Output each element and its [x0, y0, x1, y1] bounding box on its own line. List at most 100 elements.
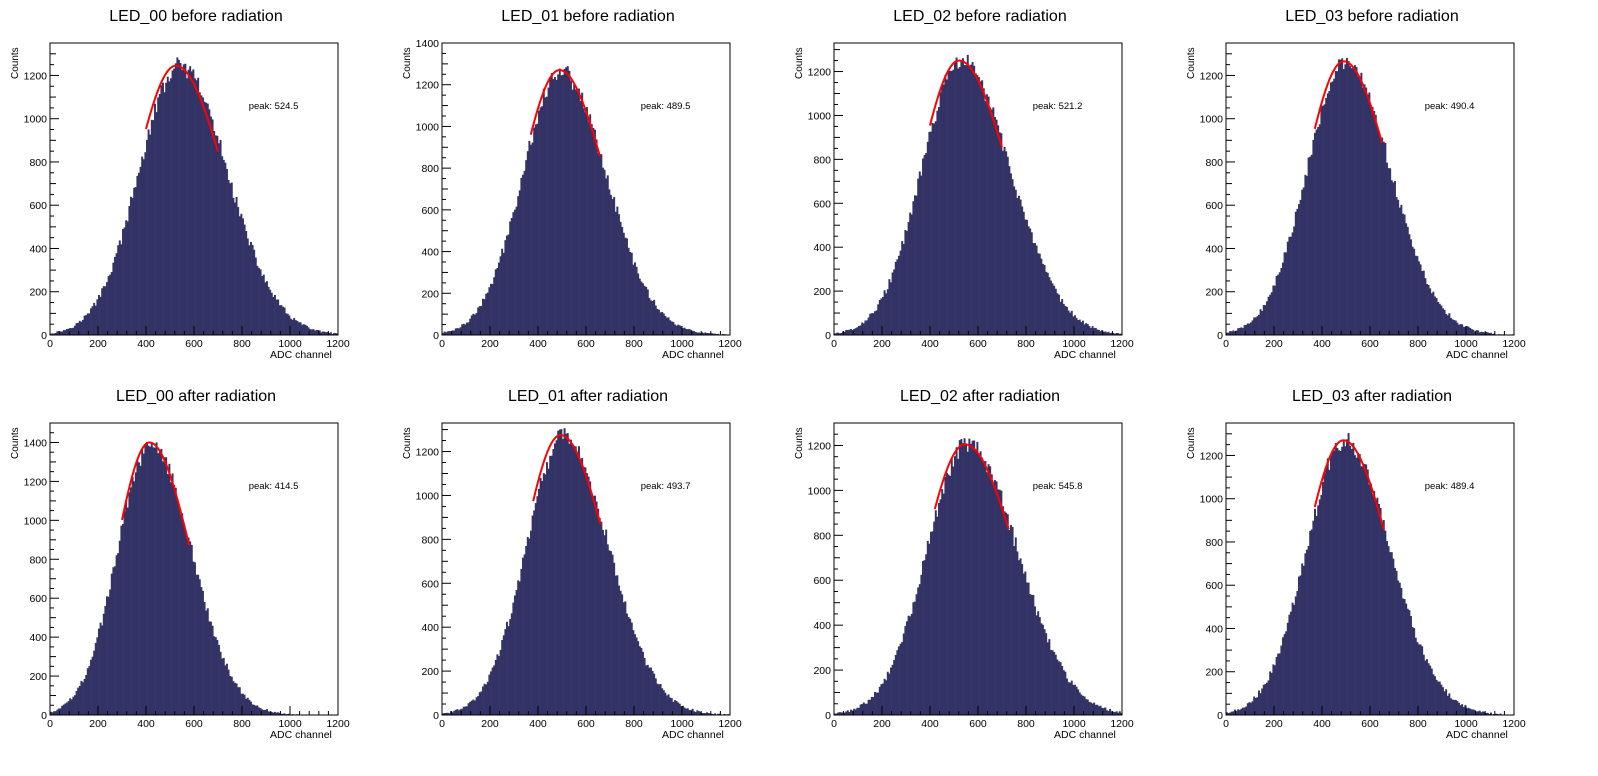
histogram-bar: [200, 95, 203, 335]
y-tick-label: 1200: [416, 80, 440, 92]
histogram-bar: [450, 711, 452, 715]
histogram-bar: [637, 273, 640, 335]
histogram-bar: [1398, 582, 1401, 715]
histogram-bar: [706, 332, 708, 335]
y-tick-label: 800: [421, 534, 439, 546]
histogram-bar: [1339, 451, 1342, 715]
histogram-bar: [896, 259, 899, 335]
histogram-bar: [677, 324, 680, 335]
histogram-bar: [1069, 312, 1072, 335]
histogram-bar: [1379, 507, 1382, 715]
panel-led01-before: LED_01 before radiation 0 200 400 600 800 100…: [392, 0, 784, 380]
histogram-bar: [1064, 306, 1067, 335]
histogram-bar: [483, 299, 486, 335]
histogram-bar: [1027, 582, 1030, 715]
histogram-bar: [613, 196, 616, 335]
histogram-bar: [227, 179, 230, 335]
x-tick-label: 200: [1265, 338, 1283, 350]
histogram-bar: [256, 705, 259, 715]
histogram-bar: [54, 711, 57, 715]
histogram-bar: [701, 332, 704, 335]
histogram-bar: [1118, 333, 1121, 335]
histogram-bar: [699, 711, 702, 715]
histogram-bar: [706, 712, 708, 715]
histogram-bar: [654, 678, 657, 715]
histogram-bar: [1006, 514, 1009, 715]
histogram-bar: [206, 608, 209, 715]
histogram-bar: [686, 329, 689, 335]
histogram-bar: [712, 333, 715, 335]
histogram-bar: [1475, 711, 1478, 715]
histogram-bar: [165, 82, 168, 335]
histogram-bar: [1355, 67, 1358, 335]
histogram-bar: [936, 110, 939, 335]
histogram-bar: [275, 299, 278, 335]
histogram-bar: [982, 88, 985, 336]
histogram-bar: [1270, 672, 1273, 715]
histogram-bar: [1115, 711, 1118, 715]
histogram-bar: [1109, 333, 1112, 335]
histogram-bar: [253, 249, 256, 335]
histogram-bar: [693, 711, 696, 715]
histogram-bar: [120, 244, 123, 335]
histogram-bar: [602, 529, 604, 715]
x-tick-label: 200: [873, 718, 891, 730]
histogram-bar: [216, 135, 219, 335]
histogram-bar: [1419, 264, 1422, 335]
histogram-bar: [966, 54, 969, 335]
histogram-bar: [587, 121, 590, 335]
histogram-bar: [1229, 712, 1232, 715]
histogram-bar: [856, 707, 859, 715]
histogram-bar: [1064, 671, 1067, 715]
histogram-bar: [448, 331, 451, 335]
panel-led00-after: LED_00 after radiation 0 200 400 600 800 1000…: [0, 380, 392, 760]
histogram-bar: [78, 320, 81, 335]
histogram-bar: [1459, 324, 1462, 335]
y-tick-label: 1000: [24, 114, 48, 126]
histogram-bar: [688, 328, 691, 335]
histogram-bar: [235, 196, 238, 335]
histogram-bar: [594, 495, 596, 715]
histogram-bar: [85, 315, 88, 335]
histogram-bar: [923, 155, 926, 335]
histogram-bar: [262, 274, 265, 335]
histogram-bar: [1286, 241, 1289, 335]
histogram-bar: [1034, 606, 1036, 715]
histogram-bar: [1266, 301, 1268, 335]
x-tick-label: 0: [831, 718, 837, 730]
histogram-bar: [643, 285, 646, 335]
histogram-bar: [923, 560, 926, 715]
histogram-bar: [1366, 469, 1369, 715]
histogram-bar: [1045, 633, 1048, 715]
histogram-bar: [586, 473, 588, 715]
histogram-bar: [1018, 195, 1020, 335]
histogram-bar: [328, 332, 331, 335]
y-tick-label: 0: [825, 710, 831, 722]
histogram-bar: [1320, 105, 1323, 335]
histogram-bar: [1443, 691, 1446, 715]
histogram-bar: [670, 321, 673, 335]
histogram-bar: [682, 328, 684, 335]
histogram-bar: [250, 701, 252, 715]
histogram-bar: [1238, 327, 1241, 335]
histogram-bar: [80, 680, 83, 715]
histogram-bar: [902, 633, 905, 715]
histogram-bar: [320, 332, 323, 335]
histogram-bar: [1291, 232, 1294, 335]
histogram-bar: [891, 272, 894, 335]
histogram-bar: [144, 443, 147, 715]
fit-curve: [929, 59, 1003, 148]
histogram-bar: [1069, 682, 1072, 715]
histogram-bar: [106, 596, 108, 715]
histogram-bar: [984, 101, 987, 335]
histogram-bar: [1434, 676, 1436, 715]
histogram-bar: [878, 300, 881, 335]
histogram-bar: [1282, 262, 1284, 335]
histogram-bar: [526, 536, 529, 715]
histogram-bar: [1490, 332, 1492, 335]
histogram-bar: [1230, 331, 1233, 335]
histogram-bar: [1086, 699, 1089, 715]
histogram-bar: [280, 305, 283, 335]
